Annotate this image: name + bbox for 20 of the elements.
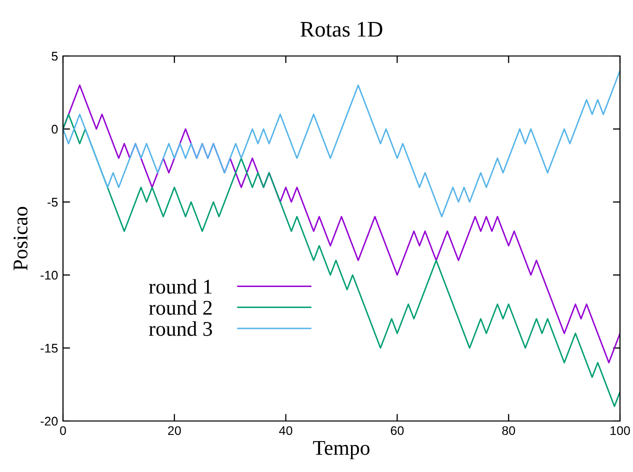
legend-label: round 1: [149, 279, 212, 294]
y-tick-label: -5: [48, 198, 58, 207]
line-series: [63, 114, 620, 408]
y-tick-label: -10: [40, 270, 58, 280]
legend-label: round 3: [149, 321, 212, 336]
x-tick-label: 20: [168, 426, 181, 436]
x-tick-label: 0: [60, 426, 66, 436]
legend-label: round 2: [149, 300, 212, 315]
y-tick-label: -20: [40, 416, 58, 426]
y-tick-label: -15: [40, 344, 58, 353]
chart-title: Rotas 1D: [300, 22, 382, 37]
y-tick-label: 5: [52, 52, 58, 61]
line-series: [63, 70, 620, 218]
y-tick-label: 0: [52, 124, 58, 134]
x-axis-title: Tempo: [313, 441, 370, 460]
x-tick-label: 60: [390, 426, 404, 436]
x-tick-label: 100: [610, 426, 630, 436]
x-tick-label: 40: [279, 426, 292, 436]
y-axis-title: Posicao: [14, 206, 28, 270]
x-tick-label: 80: [502, 426, 516, 436]
